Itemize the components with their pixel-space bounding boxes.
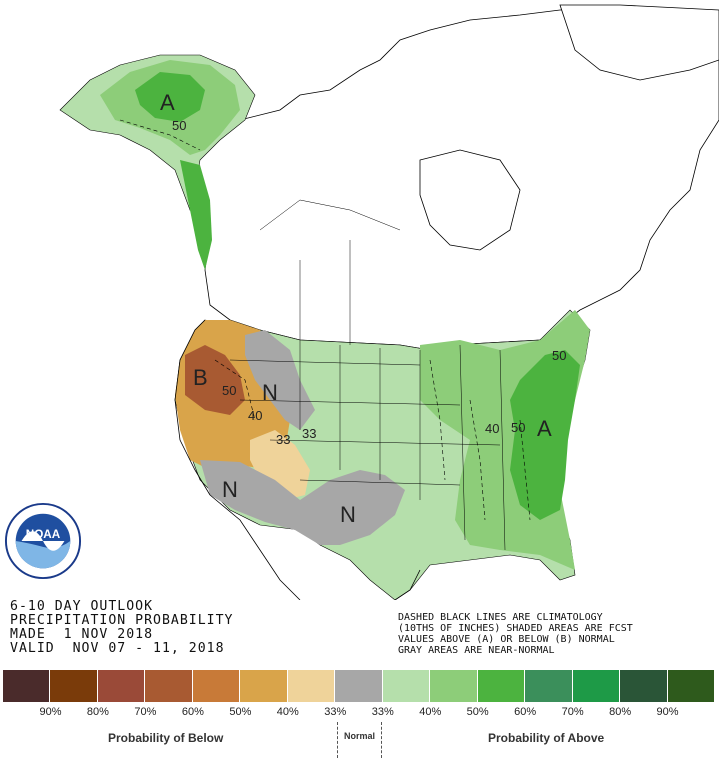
legend-tick-label: 60% bbox=[514, 706, 537, 718]
east-contour-40: 40 bbox=[485, 421, 499, 436]
legend-tick-label: 60% bbox=[181, 706, 204, 718]
legend-tick-label: 33% bbox=[324, 706, 347, 718]
legend-tick-label: 50% bbox=[229, 706, 252, 718]
legend-divider-left bbox=[337, 722, 338, 758]
pacific-coast bbox=[174, 319, 211, 496]
hudson-bay bbox=[419, 149, 521, 251]
west-contour-50: 50 bbox=[222, 383, 236, 398]
notes-line-2: (10THS OF INCHES) SHADED AREAS ARE FCST bbox=[398, 623, 633, 634]
notes-line-1: DASHED BLACK LINES ARE CLIMATOLOGY bbox=[398, 612, 603, 623]
probability-legend-bar bbox=[3, 670, 716, 702]
alaska-above-50 bbox=[135, 72, 205, 122]
legend-swatch bbox=[3, 670, 51, 702]
legend-tick-label: 40% bbox=[419, 706, 442, 718]
title-line-1: 6-10 DAY OUTLOOK bbox=[10, 599, 154, 614]
near-normal-label-2: N bbox=[222, 477, 238, 502]
legend-swatch bbox=[620, 670, 668, 702]
contour-33-a: 33 bbox=[276, 432, 290, 447]
map-notes: DASHED BLACK LINES ARE CLIMATOLOGY (10TH… bbox=[398, 612, 716, 656]
north-america-map: A 50 B 50 40 N 33 33 N N A 40 50 50 bbox=[59, 4, 719, 600]
legend-tick-label: 90% bbox=[39, 706, 62, 718]
alaska-region bbox=[59, 54, 256, 270]
west-below-letter: B bbox=[193, 365, 208, 390]
title-line-4: VALID NOV 07 - 11, 2018 bbox=[10, 641, 225, 656]
legend-swatch bbox=[572, 670, 621, 702]
east-above-letter: A bbox=[537, 416, 552, 441]
east-contour-50-b: 50 bbox=[552, 348, 566, 363]
land-outlines bbox=[194, 4, 719, 351]
normal-label: Normal bbox=[344, 731, 376, 741]
notes-line-3: VALUES ABOVE (A) OR BELOW (B) NORMAL bbox=[398, 634, 615, 645]
legend-tick-label: 50% bbox=[466, 706, 489, 718]
legend-tick-label: 80% bbox=[609, 706, 632, 718]
west-contour-40: 40 bbox=[248, 408, 262, 423]
legend-swatch bbox=[667, 670, 716, 702]
alaska-above-letter: A bbox=[160, 90, 175, 115]
legend-tick-label: 40% bbox=[276, 706, 299, 718]
legend-swatch bbox=[145, 670, 193, 702]
legend-swatch bbox=[287, 670, 336, 702]
probability-above-label: Probability of Above bbox=[488, 731, 605, 745]
mexico-outline bbox=[209, 494, 421, 600]
legend-swatch bbox=[240, 670, 288, 702]
legend-swatch bbox=[525, 670, 573, 702]
legend-tick-label: 70% bbox=[134, 706, 157, 718]
notes-line-4: GRAY AREAS ARE NEAR-NORMAL bbox=[398, 645, 555, 656]
noaa-logo-text: NOAA bbox=[26, 528, 61, 541]
east-contour-50-a: 50 bbox=[511, 420, 525, 435]
near-normal-label-3: N bbox=[340, 502, 356, 527]
probability-below-label: Probability of Below bbox=[108, 731, 224, 745]
legend-swatch bbox=[477, 670, 526, 702]
west-below-50 bbox=[185, 345, 245, 415]
legend-tick-label: 80% bbox=[86, 706, 109, 718]
legend-swatch bbox=[50, 670, 98, 702]
bc-coast-above bbox=[180, 160, 212, 270]
climatology-lines bbox=[119, 119, 531, 521]
east-above-50 bbox=[510, 350, 580, 520]
contour-33-b: 33 bbox=[302, 426, 316, 441]
legend-tick-label: 90% bbox=[656, 706, 679, 718]
legend-swatch bbox=[192, 670, 241, 702]
legend-divider-right bbox=[381, 722, 382, 758]
us-region bbox=[174, 309, 591, 600]
near-normal-label-1: N bbox=[262, 380, 278, 405]
legend-swatch bbox=[97, 670, 146, 702]
greenland-coast bbox=[559, 4, 719, 81]
state-lines bbox=[229, 199, 506, 551]
legend-swatch bbox=[430, 670, 478, 702]
probability-legend-ticks: 90% 80% 70% 60% 50% 40% 33% 33% 40% 50% 60% 70% 80% 9… bbox=[3, 706, 715, 720]
noaa-logo: NOAA bbox=[4, 502, 82, 580]
legend-swatch bbox=[382, 670, 431, 702]
legend-tick-label: 70% bbox=[561, 706, 584, 718]
title-line-3: MADE 1 NOV 2018 bbox=[10, 627, 154, 642]
near-normal-southwest bbox=[200, 460, 405, 545]
legend-tick-label: 33% bbox=[371, 706, 394, 718]
outlook-title-block: 6-10 DAY OUTLOOK PRECIPITATION PROBABILI… bbox=[10, 600, 234, 656]
legend-swatch bbox=[335, 670, 383, 702]
alaska-contour-label: 50 bbox=[172, 118, 186, 133]
near-normal-west bbox=[245, 330, 315, 430]
title-line-2: PRECIPITATION PROBABILITY bbox=[10, 613, 234, 628]
